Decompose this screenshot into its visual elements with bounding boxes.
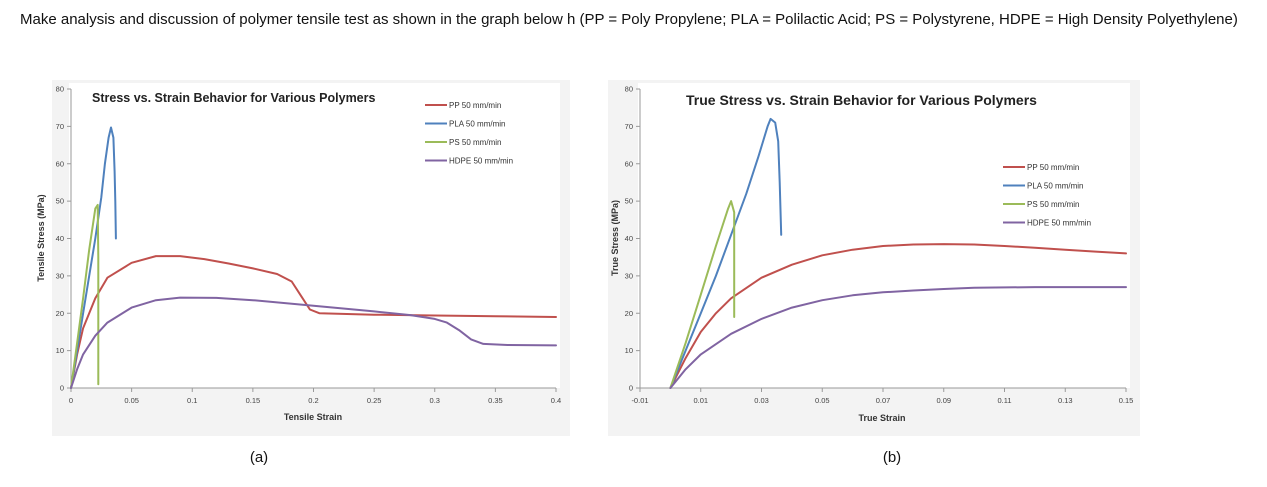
chart-a-y-tick-label: 10 (56, 346, 64, 355)
chart-a-y-tick-label: 30 (56, 271, 64, 280)
chart-b-legend-label-pla: PLA 50 mm/min (1027, 182, 1083, 191)
chart-a-y-tick-label: 60 (56, 159, 64, 168)
chart-a-series-hdpe-line (70, 296, 557, 389)
chart-b-x-tick-label: 0.03 (754, 396, 769, 405)
chart-b-y-axis-label: True Stress (MPa) (610, 200, 620, 276)
chart-a-series-pla-line (70, 126, 117, 389)
question-text: Make analysis and discussion of polymer … (20, 11, 1238, 28)
chart-a-x-tick-label: 0.4 (551, 396, 561, 405)
chart-b-x-axis-label: True Strain (858, 413, 905, 423)
chart-b-x-tick-label: 0.07 (876, 396, 891, 405)
chart-a-x-tick-label: 0.3 (430, 396, 440, 405)
chart-a-x-axis-label: Tensile Strain (284, 412, 342, 422)
chart-a-title: Stress vs. Strain Behavior for Various P… (92, 91, 376, 105)
chart-b-y-tick-label: 30 (625, 271, 633, 280)
chart-a-x-tick-label: 0.35 (488, 396, 503, 405)
chart-a-x-tick-label: 0.15 (246, 396, 261, 405)
chart-b-y-tick-label: 40 (625, 234, 633, 243)
chart-b-x-tick-label: 0.05 (815, 396, 830, 405)
chart-a-legend-label-pp: PP 50 mm/min (449, 101, 501, 110)
chart-b-x-tick-label: 0.09 (936, 396, 951, 405)
chart-b-true-stress-strain: 0 10 20 30 40 50 60 70 80 -0.01 0.01 0.03 0.05 0.07 0.… (608, 80, 1140, 436)
chart-b-series-pp-line (669, 243, 1127, 389)
chart-a-legend-label-pla: PLA 50 mm/min (449, 120, 505, 129)
chart-b-x-tick-label: 0.13 (1058, 396, 1073, 405)
chart-b-y-tick-label: 60 (625, 159, 633, 168)
chart-a-y-tick-label: 0 (60, 384, 64, 393)
chart-b-title: True Stress vs. Strain Behavior for Vari… (686, 92, 1037, 108)
chart-a-legend-label-ps: PS 50 mm/min (449, 138, 501, 147)
chart-a-stress-strain: 0 10 20 30 40 50 60 70 80 0 0.05 0.1 0.15 0.2 0.25 0.3 0… (36, 80, 570, 436)
chart-b-series-pla-line (669, 117, 783, 389)
caption-a: (a) (249, 449, 269, 466)
chart-a-y-tick-label: 20 (56, 309, 64, 318)
chart-b-x-tick-label: -0.01 (631, 396, 648, 405)
chart-a-x-tick-label: 0.1 (187, 396, 197, 405)
chart-a-legend-label-hdpe: HDPE 50 mm/min (449, 157, 513, 166)
chart-b-y-tick-label: 10 (625, 346, 633, 355)
chart-b-legend-label-hdpe: HDPE 50 mm/min (1027, 219, 1091, 228)
caption-b: (b) (882, 449, 902, 466)
chart-b-x-tick-label: 0.01 (693, 396, 708, 405)
chart-a-x-tick-label: 0 (69, 396, 73, 405)
chart-b-y-tick-label: 70 (625, 122, 633, 131)
chart-b-legend-label-ps: PS 50 mm/min (1027, 200, 1079, 209)
chart-a-plot-area (69, 83, 560, 388)
chart-b-y-tick-label: 20 (625, 309, 633, 318)
chart-b-plot-area (638, 83, 1130, 388)
chart-b-x-tick-label: 0.11 (997, 396, 1011, 405)
chart-a-y-tick-label: 70 (56, 122, 64, 131)
chart-a-x-tick-label: 0.05 (124, 396, 139, 405)
chart-b-y-tick-label: 80 (625, 85, 633, 94)
chart-b-series-ps-line (669, 200, 736, 389)
chart-a-y-tick-label: 50 (56, 197, 64, 206)
chart-b-y-tick-label: 0 (629, 384, 633, 393)
chart-b-x-tick-label: 0.15 (1119, 396, 1134, 405)
chart-a-x-tick-label: 0.25 (367, 396, 382, 405)
chart-b-series-hdpe-line (669, 286, 1127, 389)
chart-a-y-tick-label: 80 (56, 85, 64, 94)
chart-a-y-tick-label: 40 (56, 234, 64, 243)
chart-b-legend-label-pp: PP 50 mm/min (1027, 163, 1079, 172)
chart-a-x-tick-label: 0.2 (308, 396, 318, 405)
chart-a-y-axis-label: Tensile Stress (MPa) (36, 194, 46, 281)
chart-a-series-ps-line (70, 203, 100, 389)
chart-b-y-tick-label: 50 (625, 197, 633, 206)
